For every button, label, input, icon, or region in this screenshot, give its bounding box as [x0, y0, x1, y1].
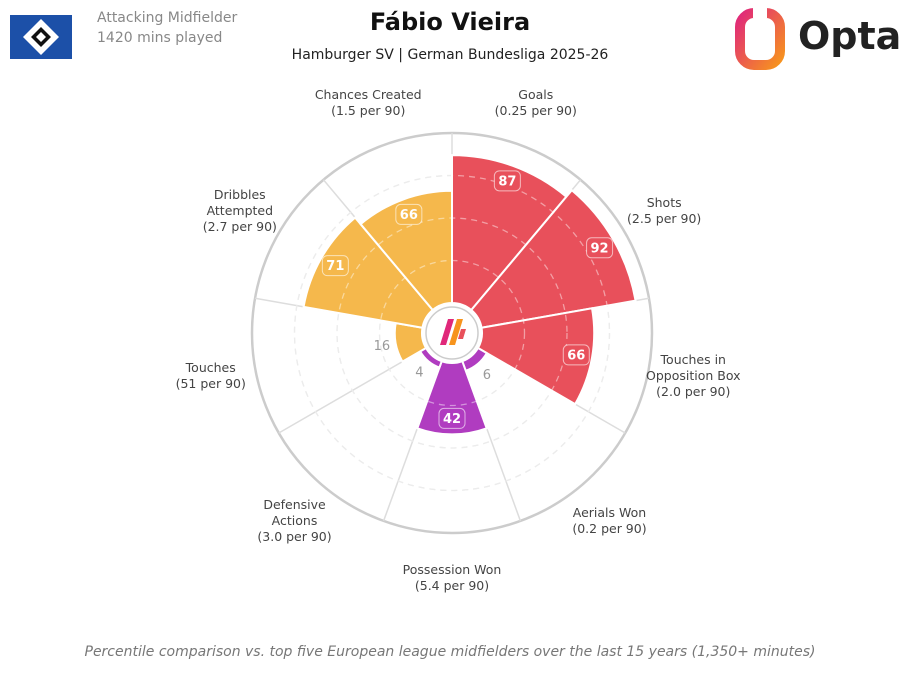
category-label: Goals (0.25 per 90): [471, 87, 601, 119]
category-label: Chances Created (1.5 per 90): [303, 87, 433, 119]
bar: [302, 216, 435, 329]
value-label-bg: [493, 170, 521, 192]
center-icon: [440, 319, 454, 345]
value-label: 87: [498, 174, 516, 189]
category-note: (0.25 per 90): [494, 102, 577, 118]
category-label: Touches in Opposition Box (2.0 per 90): [628, 352, 758, 400]
category-note: (1.5 per 90): [331, 102, 406, 118]
value-label: 16: [374, 339, 391, 354]
value-label: 92: [591, 241, 609, 256]
value-label-bg: [586, 237, 614, 259]
category-label: Shots (2.5 per 90): [599, 195, 729, 227]
brand-icon: [735, 8, 785, 70]
value-label: 71: [326, 259, 344, 274]
grid-ring: [293, 174, 611, 492]
category-label: Defensive Actions (3.0 per 90): [230, 497, 360, 545]
position: Attacking Midfielder: [97, 10, 238, 26]
category-label: Aerials Won (0.2 per 90): [544, 505, 674, 537]
minutes: 1420 mins played: [97, 30, 223, 46]
category-note: (2.5 per 90): [627, 210, 702, 226]
center-badge: [425, 306, 479, 360]
category-name: Touches: [185, 359, 236, 375]
value-label: 66: [567, 348, 585, 363]
brand-name: Opta: [798, 14, 900, 58]
caption: Percentile comparison vs. top five Europ…: [84, 644, 816, 660]
club-badge: [10, 15, 72, 59]
bar: [476, 307, 596, 406]
category-name: Shots: [646, 194, 682, 210]
chart-title: Fábio Vieira: [369, 8, 531, 36]
bar: [469, 188, 637, 329]
grid-ring: [336, 217, 568, 449]
category-note: (3.0 per 90): [257, 528, 332, 544]
category-name: Dribbles Attempted: [206, 186, 274, 218]
category-note: (51 per 90): [175, 375, 246, 391]
grid-ring: [378, 259, 526, 407]
category-name: Touches in Opposition Box: [646, 351, 741, 383]
category-name: Goals: [518, 86, 554, 102]
value-label: 42: [443, 412, 461, 427]
category-note: (5.4 per 90): [414, 578, 490, 593]
category-name: Defensive Actions: [263, 496, 326, 528]
bar: [359, 189, 453, 312]
category-name: Chances Created: [314, 86, 422, 102]
value-label-bg: [438, 407, 466, 429]
bar: [416, 359, 488, 436]
category-name: Aerials Won: [572, 504, 647, 520]
category-label: Possession Won (5.4 per 90): [387, 562, 517, 594]
value-label: 66: [400, 208, 418, 223]
value-label-bg: [395, 203, 423, 225]
category-note: (0.2 per 90): [572, 520, 647, 536]
category-note: (2.0 per 90): [656, 383, 731, 399]
category-name: Possession Won: [402, 562, 502, 577]
value-label-bg: [321, 255, 349, 277]
category-note: (2.7 per 90): [202, 218, 277, 234]
category-label: Touches (51 per 90): [146, 360, 276, 392]
center-icon: [449, 319, 463, 345]
value-label: 6: [483, 368, 491, 383]
center-icon: [458, 329, 466, 339]
category-label: Dribbles Attempted (2.7 per 90): [175, 187, 305, 235]
value-label: 4: [415, 365, 423, 380]
bar: [451, 154, 568, 312]
value-label-bg: [562, 344, 590, 366]
chart-subtitle: Hamburger SV | German Bundesliga 2025-26: [291, 47, 609, 63]
